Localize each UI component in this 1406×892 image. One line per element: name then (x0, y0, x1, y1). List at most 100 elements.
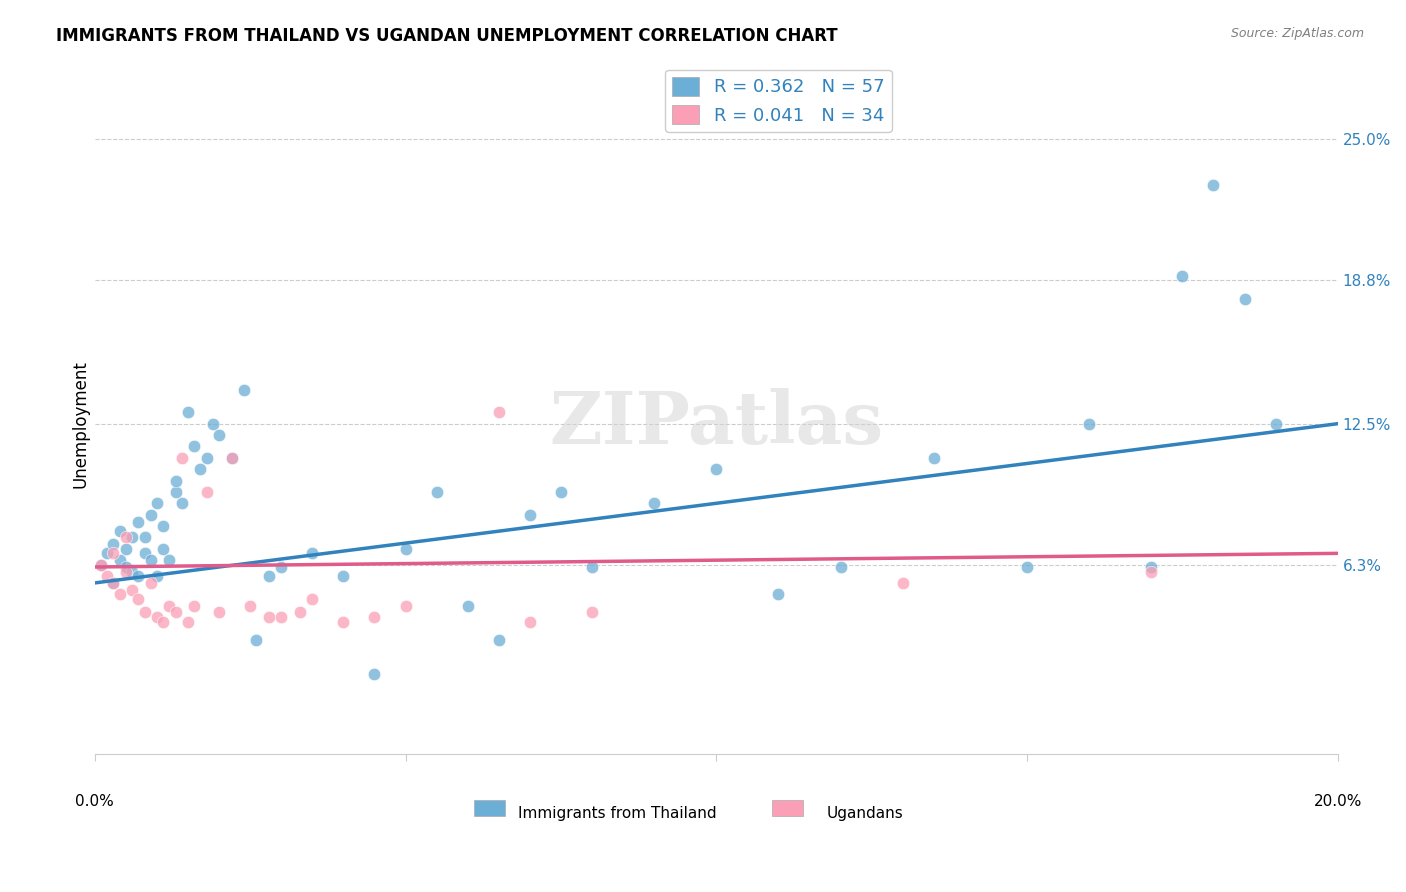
Point (1140, 565, 1163, 579)
Point (1171, 268, 1194, 283)
Point (288, 606, 311, 620)
Point (426, 484, 449, 499)
Text: Ugandans: Ugandans (827, 806, 904, 822)
Text: Source: ZipAtlas.com: Source: ZipAtlas.com (1230, 27, 1364, 40)
Point (270, 610, 292, 624)
Point (115, 530, 138, 544)
Point (90, 558, 112, 572)
Legend: R = 0.362   N = 57, R = 0.041   N = 34: R = 0.362 N = 57, R = 0.041 N = 34 (665, 70, 891, 132)
Point (96, 546, 118, 560)
Point (195, 450, 218, 465)
Point (165, 484, 187, 499)
Point (108, 553, 131, 567)
Text: IMMIGRANTS FROM THAILAND VS UGANDAN UNEMPLOYMENT CORRELATION CHART: IMMIGRANTS FROM THAILAND VS UGANDAN UNEM… (56, 27, 838, 45)
Text: ZIPatlas: ZIPatlas (550, 388, 883, 459)
Point (152, 519, 174, 533)
Text: 0.0%: 0.0% (76, 795, 114, 809)
Point (127, 569, 149, 583)
Point (115, 560, 138, 574)
Point (1264, 417, 1286, 431)
Point (1078, 417, 1101, 431)
Point (245, 632, 267, 647)
Point (170, 496, 193, 510)
Point (221, 450, 243, 465)
Point (152, 541, 174, 556)
Point (108, 524, 131, 538)
Point (96, 569, 118, 583)
FancyBboxPatch shape (474, 800, 505, 816)
Point (704, 462, 727, 476)
Point (519, 615, 541, 629)
Point (139, 508, 162, 522)
Point (201, 417, 224, 431)
Point (488, 632, 510, 647)
Point (208, 606, 231, 620)
Point (257, 569, 280, 583)
Point (301, 591, 323, 606)
Point (195, 484, 218, 499)
Point (1202, 178, 1225, 192)
Point (332, 615, 354, 629)
Point (1015, 560, 1038, 574)
Point (457, 599, 479, 613)
Point (891, 575, 914, 590)
Point (257, 610, 280, 624)
Point (183, 439, 205, 453)
Point (108, 587, 131, 601)
Point (177, 615, 200, 629)
Point (922, 450, 945, 465)
Point (581, 560, 603, 574)
Point (519, 508, 541, 522)
Point (121, 582, 143, 597)
Point (121, 565, 143, 579)
Point (1140, 560, 1163, 574)
Point (134, 546, 156, 560)
Point (146, 610, 169, 624)
Point (121, 530, 143, 544)
Point (146, 496, 169, 510)
Point (103, 575, 125, 590)
Point (165, 474, 187, 488)
Point (103, 546, 125, 560)
Point (152, 615, 174, 629)
Point (1233, 292, 1256, 306)
Point (134, 530, 156, 544)
Text: 20.0%: 20.0% (1313, 795, 1362, 809)
Point (115, 541, 138, 556)
Point (115, 565, 138, 579)
Point (183, 599, 205, 613)
Point (139, 553, 162, 567)
Point (157, 599, 180, 613)
Point (301, 546, 323, 560)
Point (165, 606, 187, 620)
Point (581, 606, 603, 620)
Point (127, 591, 149, 606)
Point (270, 560, 292, 574)
FancyBboxPatch shape (772, 800, 803, 816)
Point (233, 383, 256, 397)
Point (332, 569, 354, 583)
Point (643, 496, 665, 510)
Point (488, 405, 510, 419)
Point (157, 553, 180, 567)
Point (177, 405, 200, 419)
Point (190, 462, 212, 476)
Point (146, 569, 169, 583)
Point (139, 575, 162, 590)
Point (221, 450, 243, 465)
Text: Immigrants from Thailand: Immigrants from Thailand (517, 806, 716, 822)
Point (768, 587, 790, 601)
Point (103, 537, 125, 551)
Point (830, 560, 852, 574)
Point (127, 515, 149, 529)
Y-axis label: Unemployment: Unemployment (72, 359, 89, 488)
Point (363, 667, 385, 681)
Point (363, 610, 385, 624)
Point (90, 558, 112, 572)
Point (239, 599, 262, 613)
Point (394, 541, 416, 556)
Point (170, 450, 193, 465)
Point (103, 575, 125, 590)
Point (208, 428, 231, 442)
Point (394, 599, 416, 613)
